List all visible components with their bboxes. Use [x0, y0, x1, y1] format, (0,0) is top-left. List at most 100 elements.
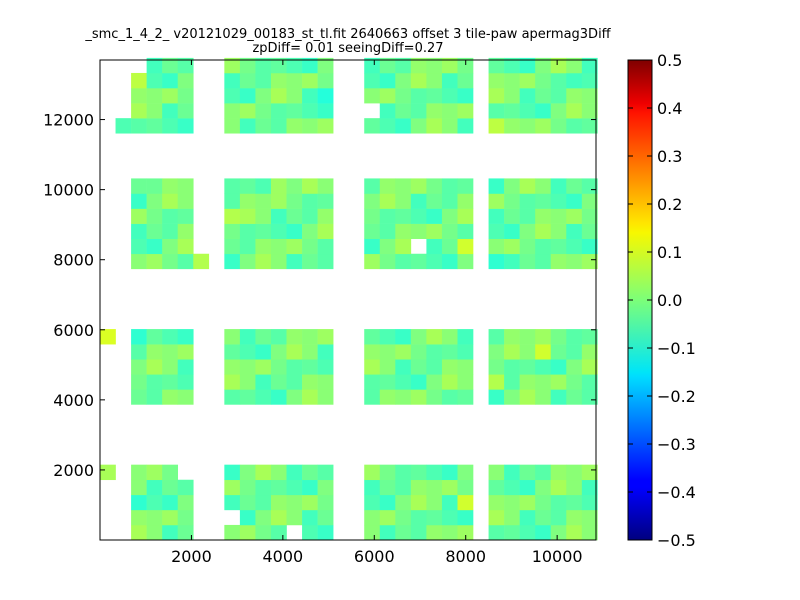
heatmap-cell: [410, 223, 427, 239]
heatmap-cell: [441, 223, 458, 239]
colorbar-tick-label: 0.5: [657, 51, 682, 70]
heatmap-cell: [146, 329, 163, 345]
heatmap-cell: [395, 88, 412, 104]
heatmap-cell: [131, 103, 147, 119]
colorbar-axis: −0.5 −0.4 −0.3 −0.2 −0.1 0.0 0.1 0.2 0.3 0.4 0.5: [628, 51, 696, 550]
heatmap-cell: [410, 509, 427, 526]
heatmap-cell: [581, 509, 598, 526]
heatmap-cell: [457, 178, 474, 194]
heatmap-cell: [162, 208, 179, 224]
heatmap-cell: [395, 509, 412, 526]
heatmap-cell: [162, 479, 179, 496]
heatmap-cell: [457, 103, 474, 119]
heatmap-cell: [177, 494, 194, 511]
heatmap-cell: [224, 193, 241, 209]
heatmap-cell: [255, 509, 272, 526]
heatmap-cell: [100, 329, 116, 345]
heatmap-cell: [131, 329, 147, 345]
heatmap-cell: [317, 524, 334, 541]
heatmap-cell: [504, 88, 520, 104]
heatmap-cell: [426, 103, 443, 119]
heatmap-cell: [317, 389, 334, 405]
heatmap-cell: [286, 72, 303, 89]
heatmap-cell: [410, 329, 427, 345]
heatmap-cell: [395, 494, 412, 511]
heatmap-cell: [146, 374, 163, 390]
heatmap-cell: [441, 464, 458, 481]
heatmap-cell: [535, 57, 552, 74]
heatmap-cell: [162, 359, 179, 375]
heatmap-cell: [410, 88, 427, 104]
heatmap-cell: [239, 118, 256, 134]
heatmap-cell: [317, 193, 334, 209]
heatmap-cell: [317, 494, 334, 511]
heatmap-cell: [410, 464, 427, 481]
y-tick-label: 2000: [53, 461, 94, 480]
heatmap-cell: [395, 374, 412, 390]
heatmap-cell: [395, 72, 412, 89]
heatmap-cell: [302, 509, 318, 526]
heatmap-cell: [379, 57, 396, 74]
heatmap-cell: [131, 374, 147, 390]
heatmap-cell: [581, 193, 598, 209]
heatmap-cell: [550, 193, 567, 209]
heatmap-cell: [395, 464, 412, 481]
heatmap-cell: [581, 72, 598, 89]
heatmap-cell: [162, 509, 179, 526]
heatmap-cell: [302, 103, 318, 119]
heatmap-cell: [519, 479, 536, 496]
heatmap-cell: [519, 103, 536, 119]
heatmap-cell: [519, 389, 536, 405]
heatmap-cell: [488, 329, 505, 345]
heatmap-cell: [224, 88, 241, 104]
heatmap-cell: [317, 57, 334, 74]
heatmap-cell: [364, 389, 381, 405]
colorbar-tick-label: 0.0: [657, 291, 682, 310]
heatmap-cell: [224, 374, 241, 390]
heatmap-cell: [224, 524, 241, 541]
heatmap-cell: [426, 57, 443, 74]
heatmap-cell: [270, 329, 287, 345]
heatmap-cell: [566, 88, 583, 104]
heatmap-cell: [379, 479, 396, 496]
heatmap-cell: [581, 329, 598, 345]
heatmap-cell: [302, 344, 318, 360]
heatmap-cell: [224, 223, 241, 239]
heatmap-cell: [410, 359, 427, 375]
heatmap-cell: [364, 118, 381, 134]
heatmap-cell: [131, 253, 147, 270]
heatmap-cell: [441, 359, 458, 375]
heatmap-cell: [270, 389, 287, 405]
heatmap-cell: [550, 524, 567, 541]
heatmap-cell: [379, 223, 396, 239]
heatmap-cell: [270, 253, 287, 270]
heatmap-cell: [535, 193, 552, 209]
y-tick-label: 12000: [43, 111, 94, 130]
heatmap-cell: [457, 479, 474, 496]
heatmap-cell: [131, 359, 147, 375]
heatmap-cell: [504, 359, 520, 375]
colorbar-tick-label: −0.4: [657, 483, 696, 502]
heatmap-cell: [519, 344, 536, 360]
heatmap-cell: [239, 72, 256, 89]
heatmap-cell: [224, 178, 241, 194]
heatmap-cell: [131, 238, 147, 255]
heatmap-cell: [535, 88, 552, 104]
heatmap-cell: [457, 253, 474, 270]
heatmap-cell: [410, 389, 427, 405]
heatmap-cell: [224, 494, 241, 511]
heatmap-cell: [566, 344, 583, 360]
heatmap-cell: [177, 118, 194, 134]
heatmap-cell: [286, 344, 303, 360]
heatmap-cell: [410, 524, 427, 541]
heatmap-cell: [317, 178, 334, 194]
colorbar-tick-label: 0.1: [657, 243, 682, 262]
heatmap-cell: [255, 57, 272, 74]
heatmap-cell: [379, 509, 396, 526]
heatmap-cell: [426, 253, 443, 270]
heatmap-cell: [177, 193, 194, 209]
heatmap-cell: [131, 88, 147, 104]
heatmap-cell: [317, 223, 334, 239]
heatmap-cell: [286, 238, 303, 255]
heatmap-cell: [224, 57, 241, 74]
